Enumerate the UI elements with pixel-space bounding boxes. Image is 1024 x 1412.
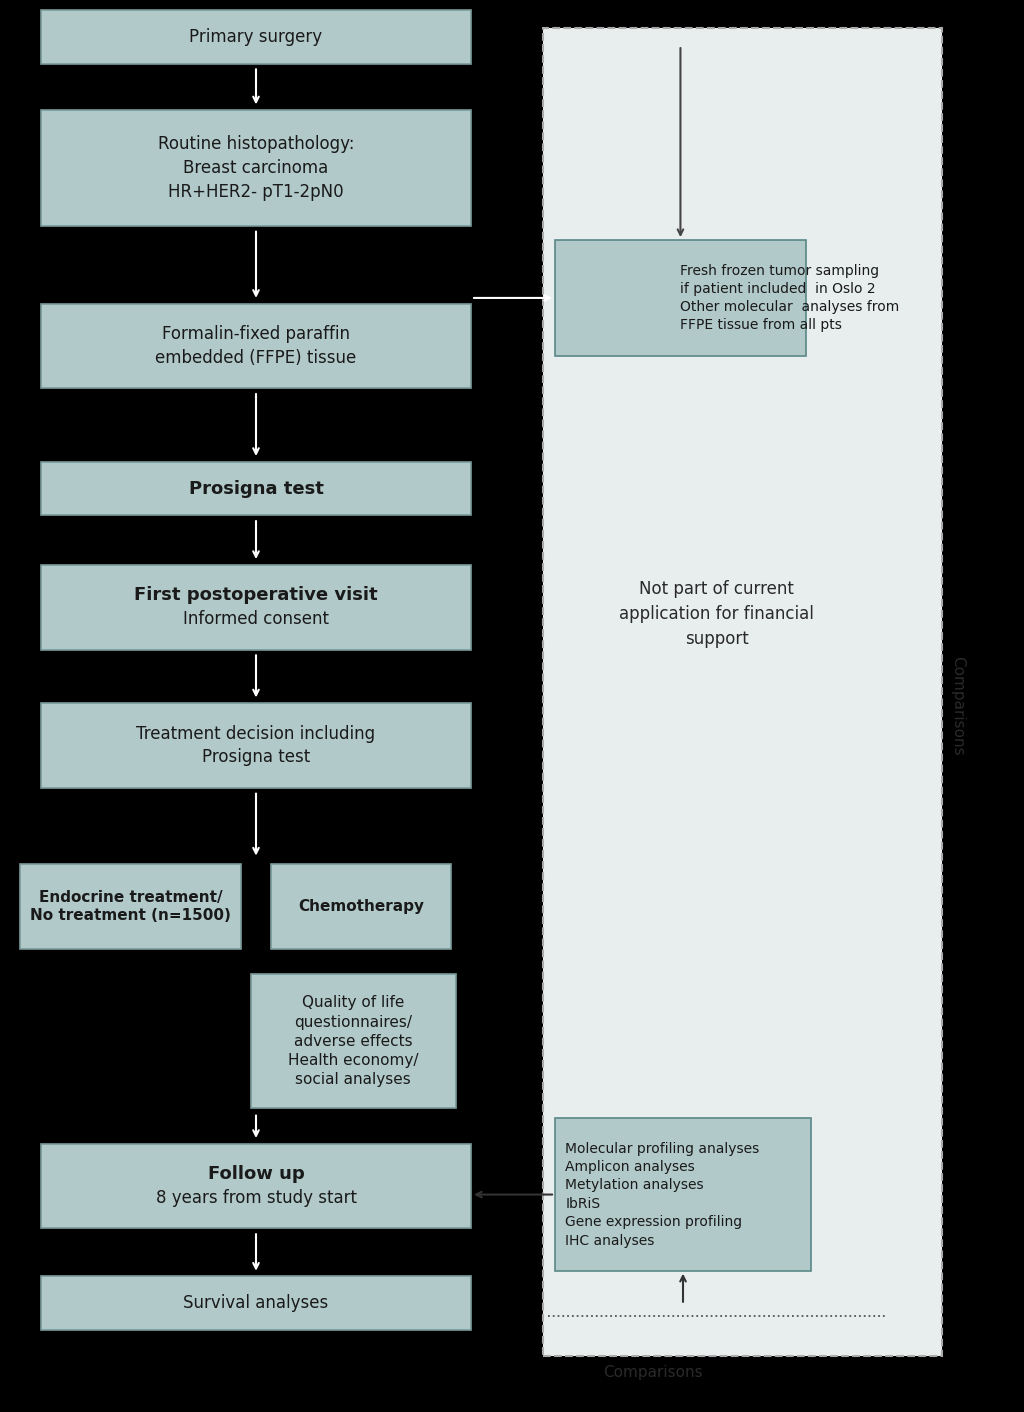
Text: Survival analyses: Survival analyses: [183, 1295, 329, 1312]
Text: Formalin-fixed paraffin
embedded (FFPE) tissue: Formalin-fixed paraffin embedded (FFPE) …: [156, 325, 356, 367]
FancyBboxPatch shape: [271, 864, 451, 949]
Text: Endocrine treatment/
No treatment (n=1500): Endocrine treatment/ No treatment (n=150…: [30, 890, 231, 923]
Text: Treatment decision including
Prosigna test: Treatment decision including Prosigna te…: [136, 724, 376, 767]
FancyBboxPatch shape: [41, 565, 471, 650]
FancyBboxPatch shape: [41, 10, 471, 64]
Text: Primary surgery: Primary surgery: [189, 28, 323, 45]
Text: 8 years from study start: 8 years from study start: [156, 1189, 356, 1207]
FancyBboxPatch shape: [41, 304, 471, 388]
Text: Quality of life
questionnaires/
adverse effects
Health economy/
social analyses: Quality of life questionnaires/ adverse …: [288, 995, 419, 1087]
FancyBboxPatch shape: [41, 110, 471, 226]
Text: Informed consent: Informed consent: [183, 610, 329, 628]
FancyBboxPatch shape: [555, 240, 806, 356]
FancyBboxPatch shape: [543, 28, 942, 1356]
FancyBboxPatch shape: [41, 703, 471, 788]
FancyBboxPatch shape: [251, 974, 456, 1108]
FancyBboxPatch shape: [41, 1276, 471, 1330]
FancyBboxPatch shape: [20, 864, 241, 949]
Text: Comparisons: Comparisons: [950, 657, 965, 755]
Text: Not part of current
application for financial
support: Not part of current application for fina…: [620, 580, 814, 648]
Text: Follow up: Follow up: [208, 1165, 304, 1183]
Text: Molecular profiling analyses
Amplicon analyses
Metylation analyses
IbRiS
Gene ex: Molecular profiling analyses Amplicon an…: [565, 1141, 760, 1248]
FancyBboxPatch shape: [555, 1118, 811, 1271]
Text: Routine histopathology:
Breast carcinoma
HR+HER2- pT1-2pN0: Routine histopathology: Breast carcinoma…: [158, 136, 354, 201]
Text: Comparisons: Comparisons: [603, 1365, 703, 1380]
Text: First postoperative visit: First postoperative visit: [134, 586, 378, 604]
Text: Fresh frozen tumor sampling
if patient included  in Oslo 2
Other molecular  anal: Fresh frozen tumor sampling if patient i…: [681, 264, 900, 332]
Text: Chemotherapy: Chemotherapy: [298, 899, 424, 914]
Text: Prosigna test: Prosigna test: [188, 480, 324, 497]
FancyBboxPatch shape: [41, 1144, 471, 1228]
FancyBboxPatch shape: [41, 462, 471, 515]
